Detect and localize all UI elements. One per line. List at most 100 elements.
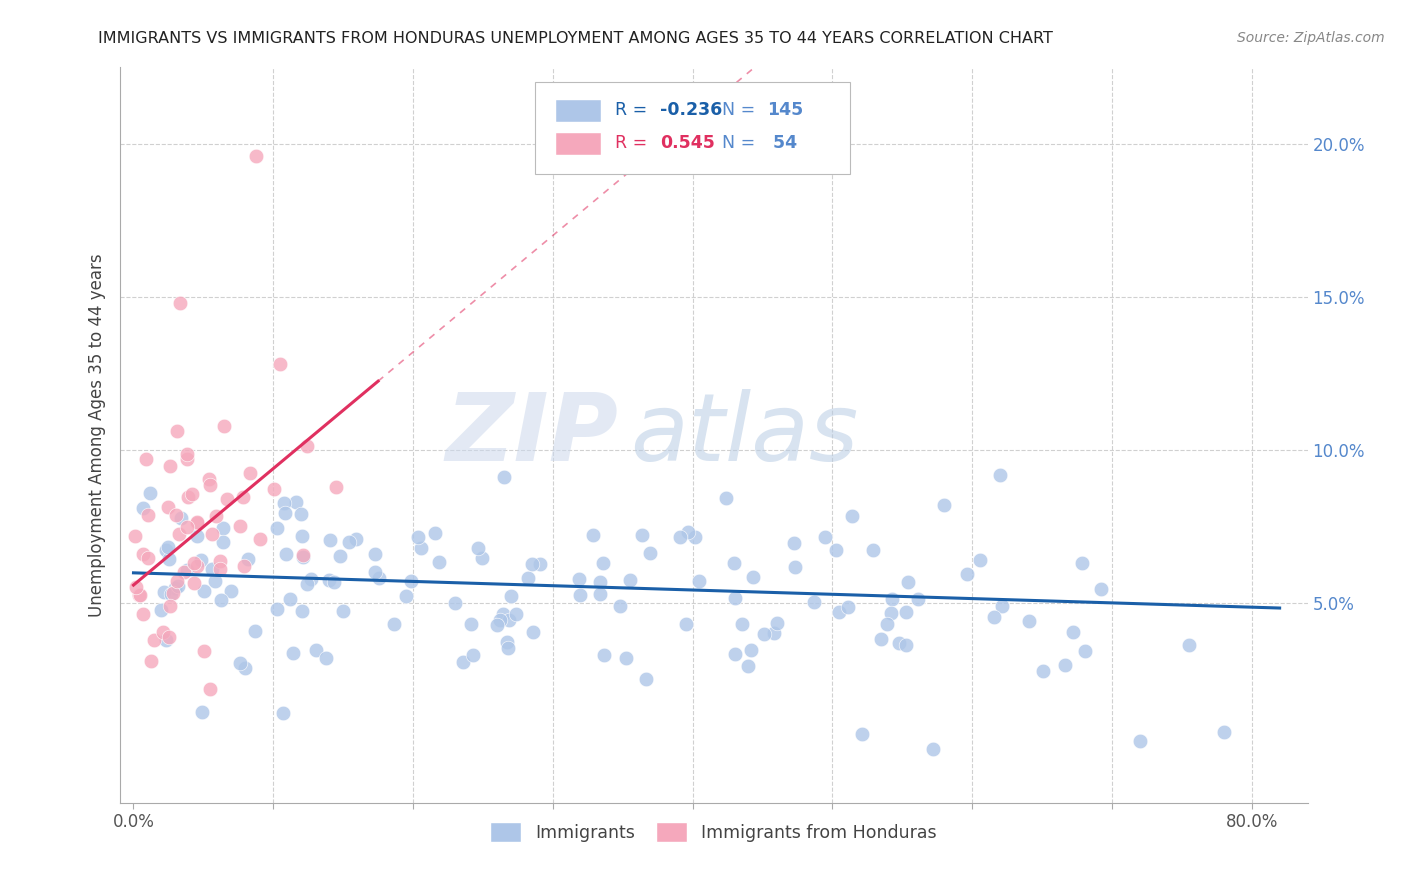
Point xyxy=(138,551,160,566)
Point xyxy=(215,491,238,506)
Point xyxy=(837,600,859,615)
Point xyxy=(167,527,190,541)
Point xyxy=(245,149,267,163)
Point xyxy=(423,526,446,541)
Point xyxy=(492,470,515,484)
Point xyxy=(162,586,184,600)
Point xyxy=(209,592,232,607)
Point xyxy=(922,741,945,756)
Point xyxy=(614,651,637,665)
Point xyxy=(315,651,337,665)
Point xyxy=(239,467,262,481)
Point xyxy=(291,529,314,543)
Point xyxy=(201,562,224,576)
Point xyxy=(166,425,188,439)
Point xyxy=(669,530,692,544)
Point xyxy=(754,627,776,641)
Point xyxy=(1062,624,1084,639)
Point xyxy=(828,606,851,620)
Point xyxy=(159,599,181,613)
Point xyxy=(1018,615,1040,629)
Point xyxy=(157,630,180,644)
Point xyxy=(269,357,291,371)
Point xyxy=(143,633,166,648)
Point xyxy=(263,482,285,496)
FancyBboxPatch shape xyxy=(536,81,851,174)
Point xyxy=(186,559,208,574)
Point xyxy=(173,565,195,579)
Point xyxy=(291,605,314,619)
Point xyxy=(783,559,806,574)
Point xyxy=(740,642,762,657)
Text: R =: R = xyxy=(614,102,652,120)
Point xyxy=(204,509,226,524)
Point xyxy=(589,575,612,590)
Point xyxy=(683,530,706,544)
Point xyxy=(266,521,288,535)
Point xyxy=(125,580,148,594)
Point xyxy=(766,616,789,631)
Point xyxy=(167,579,190,593)
Point xyxy=(991,599,1014,613)
Point xyxy=(243,624,266,639)
Point xyxy=(183,556,205,570)
Point xyxy=(742,570,765,584)
Point xyxy=(132,500,155,515)
Point xyxy=(803,595,825,609)
Point xyxy=(318,533,340,548)
Point xyxy=(337,535,360,549)
Point xyxy=(193,644,215,658)
Point xyxy=(128,588,150,602)
Point xyxy=(136,508,159,522)
Point xyxy=(132,547,155,561)
Point xyxy=(229,519,252,533)
Point xyxy=(186,529,208,543)
Point xyxy=(176,447,198,461)
Point xyxy=(139,486,162,500)
Point xyxy=(295,576,318,591)
Point xyxy=(427,555,450,569)
Point xyxy=(292,548,315,562)
Point xyxy=(411,541,433,556)
Point xyxy=(589,587,612,601)
Point xyxy=(190,705,212,719)
Point xyxy=(266,602,288,616)
Point xyxy=(200,682,222,697)
Point xyxy=(851,727,873,741)
Point xyxy=(278,591,301,606)
Point xyxy=(201,527,224,541)
Point xyxy=(150,603,173,617)
Point xyxy=(177,490,200,504)
Point xyxy=(955,567,977,582)
Point xyxy=(211,535,233,549)
Point xyxy=(737,659,759,673)
Point xyxy=(969,553,991,567)
Point xyxy=(634,672,657,686)
Point xyxy=(724,591,747,605)
Point xyxy=(568,588,591,602)
Point xyxy=(214,418,236,433)
Point xyxy=(344,533,367,547)
Point xyxy=(988,467,1011,482)
Point xyxy=(714,491,737,505)
Point xyxy=(1053,657,1076,672)
Text: N =: N = xyxy=(721,135,761,153)
Point xyxy=(675,617,697,632)
Point xyxy=(870,632,893,647)
Point xyxy=(193,583,215,598)
Point xyxy=(228,657,250,671)
Text: atlas: atlas xyxy=(630,389,859,481)
Point xyxy=(406,530,429,544)
Point xyxy=(723,557,745,571)
Point xyxy=(395,590,418,604)
Point xyxy=(170,511,193,525)
Point xyxy=(274,547,297,561)
Point xyxy=(363,565,385,579)
Point xyxy=(128,588,150,602)
Point xyxy=(208,554,231,568)
Point xyxy=(724,647,747,661)
Point xyxy=(285,495,308,509)
Point xyxy=(495,635,517,649)
Point xyxy=(880,592,903,607)
Point xyxy=(176,563,198,577)
